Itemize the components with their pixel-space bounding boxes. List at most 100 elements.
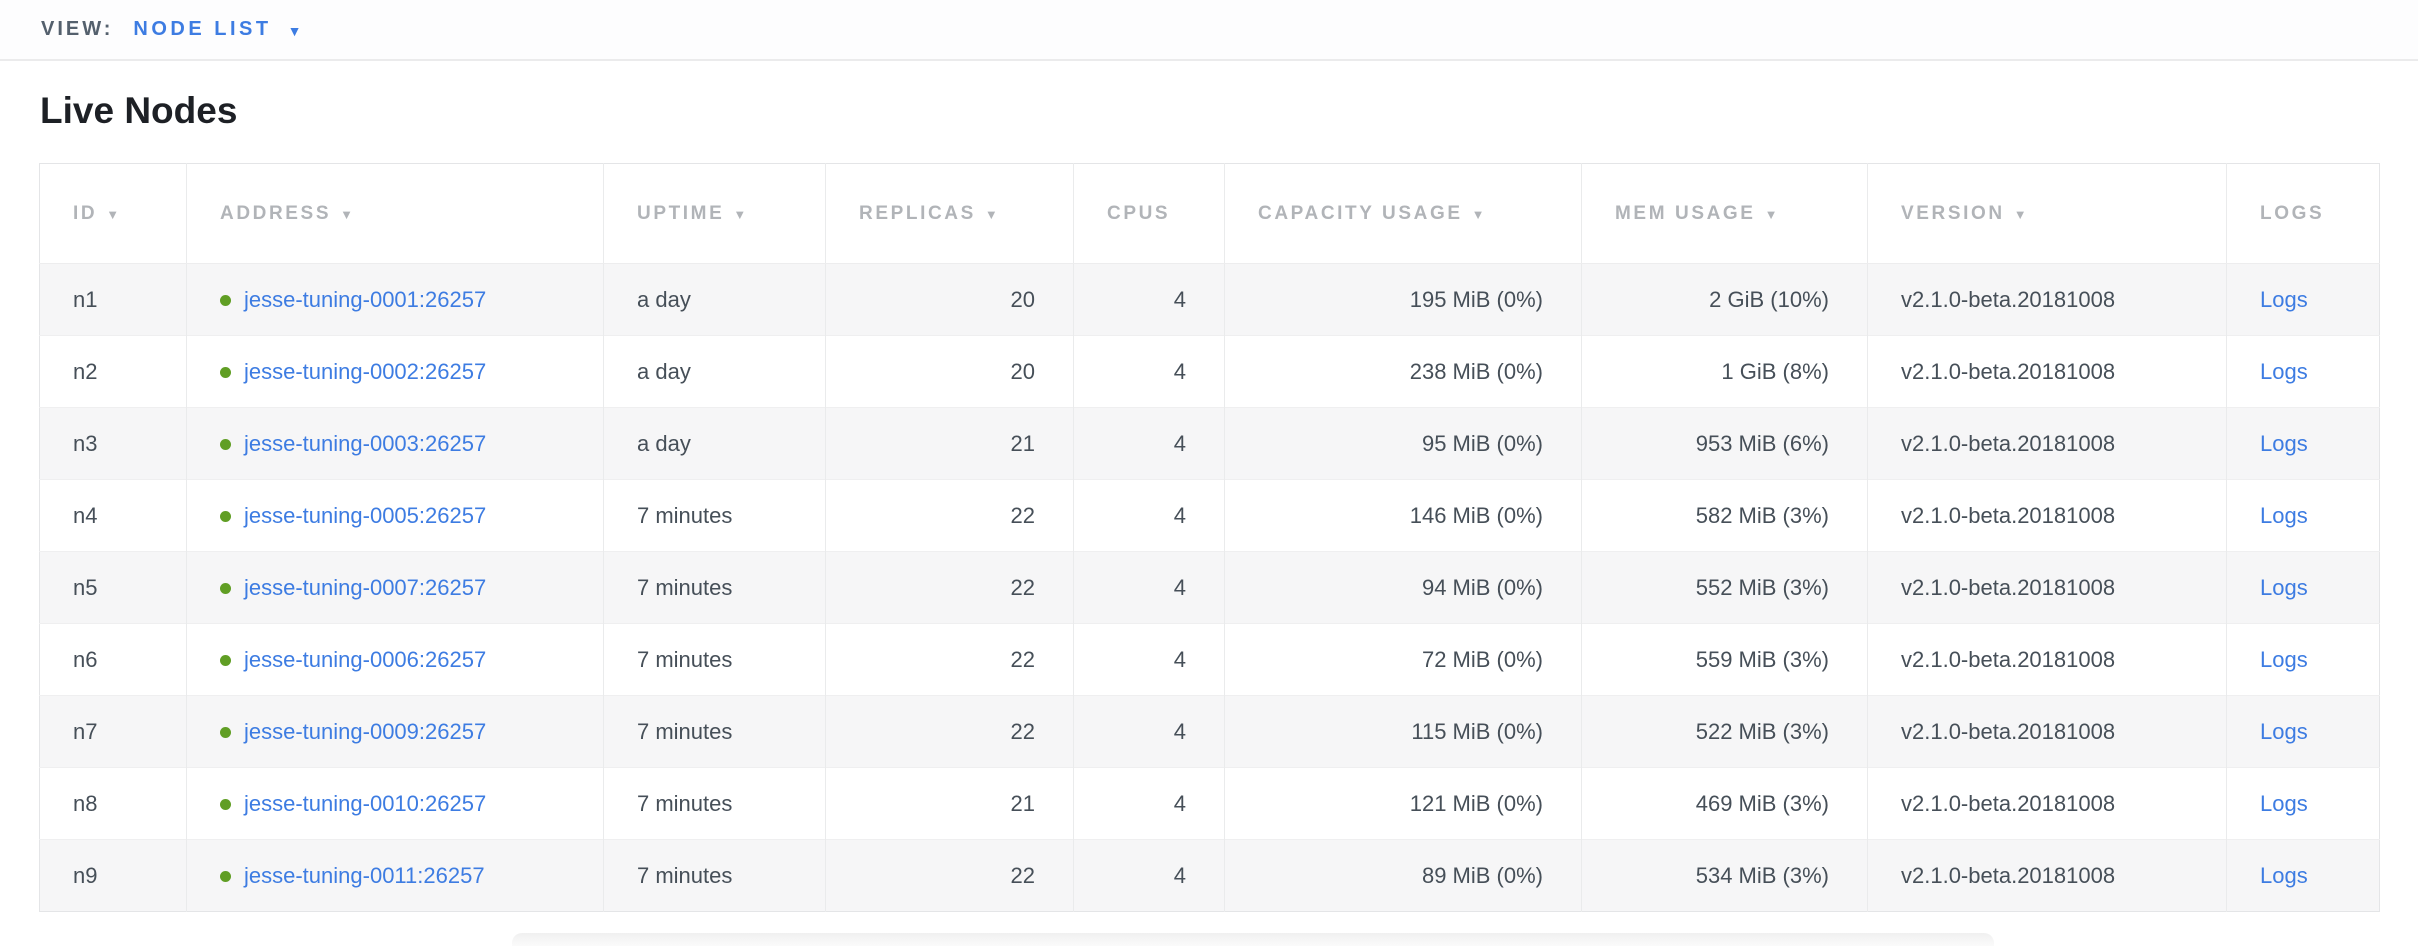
- node-healthy-status-icon: [220, 294, 231, 306]
- sort-arrow-icon: ▼: [2013, 206, 2030, 222]
- node-healthy-status-icon: [220, 582, 231, 594]
- cell-logs: Logs: [2226, 335, 2380, 408]
- table-row: n3 jesse-tuning-0003:26257 a day 21 4 95 MiB …: [39, 407, 2380, 480]
- cell-capacity_usage: 238 MiB (0%): [1224, 335, 1582, 408]
- address-link[interactable]: jesse-tuning-0005:26257: [244, 502, 487, 528]
- column-label: REPLICAS: [859, 202, 976, 224]
- view-bar: VIEW: NODE LIST ▼: [0, 0, 2418, 61]
- logs-link[interactable]: Logs: [2260, 430, 2308, 456]
- logs-link[interactable]: Logs: [2260, 646, 2308, 672]
- cell-capacity_usage: 121 MiB (0%): [1224, 767, 1582, 840]
- column-header-capacity_usage[interactable]: CAPACITY USAGE ▼: [1224, 163, 1582, 264]
- cell-uptime: 7 minutes: [603, 623, 826, 696]
- cell-mem_usage: 2 GiB (10%): [1581, 263, 1868, 336]
- logs-link[interactable]: Logs: [2260, 358, 2308, 384]
- cell-cpus: 4: [1073, 767, 1225, 840]
- cell-replicas: 22: [825, 695, 1074, 768]
- cell-logs: Logs: [2226, 407, 2380, 480]
- cell-logs: Logs: [2226, 839, 2380, 912]
- address-link[interactable]: jesse-tuning-0002:26257: [244, 358, 487, 384]
- cell-capacity_usage: 95 MiB (0%): [1224, 407, 1582, 480]
- table-row: n7 jesse-tuning-0009:26257 7 minutes 22 4 115…: [39, 695, 2380, 768]
- cell-mem_usage: 469 MiB (3%): [1581, 767, 1868, 840]
- address-link[interactable]: jesse-tuning-0003:26257: [244, 430, 487, 456]
- cell-address: jesse-tuning-0001:26257: [186, 263, 604, 336]
- logs-link[interactable]: Logs: [2260, 718, 2308, 744]
- cell-mem_usage: 552 MiB (3%): [1581, 551, 1868, 624]
- address-link[interactable]: jesse-tuning-0010:26257: [244, 790, 487, 816]
- cell-logs: Logs: [2226, 479, 2380, 552]
- cell-uptime: a day: [603, 407, 826, 480]
- logs-link[interactable]: Logs: [2260, 574, 2308, 600]
- cell-cpus: 4: [1073, 335, 1225, 408]
- cell-cpus: 4: [1073, 695, 1225, 768]
- address-link[interactable]: jesse-tuning-0001:26257: [244, 286, 487, 312]
- cell-logs: Logs: [2226, 551, 2380, 624]
- table-row: n1 jesse-tuning-0001:26257 a day 20 4 195 MiB…: [39, 263, 2380, 336]
- cell-replicas: 22: [825, 479, 1074, 552]
- live-nodes-table: ID ▼ ADDRESS ▼ UPTIME ▼ REPLICAS ▼ CPUS CAPACITY …: [39, 163, 2380, 912]
- logs-link[interactable]: Logs: [2260, 502, 2308, 528]
- cell-address: jesse-tuning-0002:26257: [186, 335, 604, 408]
- address-link[interactable]: jesse-tuning-0009:26257: [244, 718, 487, 744]
- node-healthy-status-icon: [220, 438, 231, 450]
- sort-arrow-icon: ▼: [106, 206, 122, 222]
- cell-uptime: 7 minutes: [603, 695, 826, 768]
- column-header-mem_usage[interactable]: MEM USAGE ▼: [1581, 163, 1868, 264]
- cell-logs: Logs: [2226, 263, 2380, 336]
- chevron-down-icon: ▼: [287, 22, 305, 39]
- cell-version: v2.1.0-beta.20181008: [1867, 335, 2227, 408]
- cell-version: v2.1.0-beta.20181008: [1867, 551, 2227, 624]
- column-header-replicas[interactable]: REPLICAS ▼: [825, 163, 1074, 264]
- cell-address: jesse-tuning-0003:26257: [186, 407, 604, 480]
- column-label: VERSION: [1901, 202, 2005, 224]
- cell-mem_usage: 953 MiB (6%): [1581, 407, 1868, 480]
- cell-cpus: 4: [1073, 551, 1225, 624]
- logs-link[interactable]: Logs: [2260, 790, 2308, 816]
- address-link[interactable]: jesse-tuning-0011:26257: [244, 862, 485, 888]
- logs-link[interactable]: Logs: [2260, 862, 2308, 888]
- cell-replicas: 21: [825, 767, 1074, 840]
- column-label: LOGS: [2260, 202, 2325, 224]
- column-label: UPTIME: [637, 202, 725, 224]
- cell-capacity_usage: 195 MiB (0%): [1224, 263, 1582, 336]
- sort-arrow-icon: ▼: [984, 206, 1001, 222]
- column-header-uptime[interactable]: UPTIME ▼: [603, 163, 826, 264]
- sort-arrow-icon: ▼: [1471, 206, 1488, 222]
- cell-mem_usage: 534 MiB (3%): [1581, 839, 1868, 912]
- view-selector-dropdown[interactable]: NODE LIST ▼: [133, 18, 305, 41]
- node-healthy-status-icon: [220, 798, 231, 810]
- cell-id: n4: [73, 502, 98, 528]
- cell-uptime: a day: [603, 263, 826, 336]
- cell-capacity_usage: 89 MiB (0%): [1224, 839, 1582, 912]
- table-row: n9 jesse-tuning-0011:26257 7 minutes 22 4 89 …: [39, 839, 2380, 912]
- column-header-version[interactable]: VERSION ▼: [1867, 163, 2227, 264]
- cell-logs: Logs: [2226, 695, 2380, 768]
- column-header-logs: LOGS: [2226, 163, 2380, 264]
- address-link[interactable]: jesse-tuning-0006:26257: [244, 646, 487, 672]
- cell-logs: Logs: [2226, 623, 2380, 696]
- node-healthy-status-icon: [220, 366, 231, 378]
- table-row: n5 jesse-tuning-0007:26257 7 minutes 22 4 94 …: [39, 551, 2380, 624]
- cell-replicas: 20: [825, 335, 1074, 408]
- column-header-id[interactable]: ID ▼: [39, 163, 187, 264]
- address-link[interactable]: jesse-tuning-0007:26257: [244, 574, 487, 600]
- column-label: CAPACITY USAGE: [1258, 202, 1463, 224]
- cell-version: v2.1.0-beta.20181008: [1867, 263, 2227, 336]
- table-row: n4 jesse-tuning-0005:26257 7 minutes 22 4 146…: [39, 479, 2380, 552]
- cell-id: n9: [73, 862, 98, 888]
- column-header-address[interactable]: ADDRESS ▼: [186, 163, 604, 264]
- cell-cpus: 4: [1073, 623, 1225, 696]
- view-label: VIEW:: [41, 18, 114, 40]
- sort-arrow-icon: ▼: [733, 206, 749, 222]
- table-head: ID ▼ ADDRESS ▼ UPTIME ▼ REPLICAS ▼ CPUS CAPACITY …: [39, 163, 2380, 264]
- cell-address: jesse-tuning-0006:26257: [186, 623, 604, 696]
- cell-id: n1: [73, 286, 98, 312]
- logs-link[interactable]: Logs: [2260, 286, 2308, 312]
- cell-replicas: 22: [825, 623, 1074, 696]
- view-selector-value: NODE LIST: [133, 18, 272, 40]
- node-healthy-status-icon: [220, 510, 231, 522]
- cell-id: n5: [73, 574, 98, 600]
- next-card-top-edge: [512, 933, 1994, 946]
- column-label: ADDRESS: [220, 202, 332, 224]
